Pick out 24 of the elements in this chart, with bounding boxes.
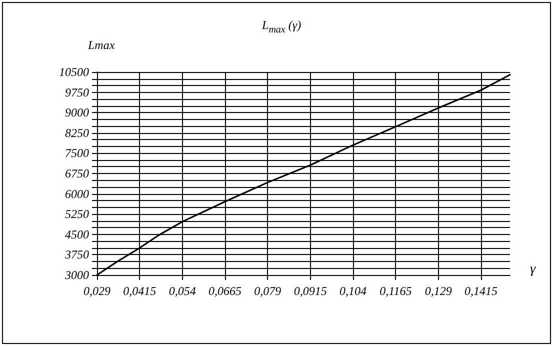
y-tick-label: 4500 [65,227,89,242]
y-tick-label: 8250 [65,126,89,140]
x-axis-title: γ [530,262,536,278]
y-tick-label: 6000 [65,186,89,201]
x-tick-label: 0,129 [424,284,452,298]
x-tick-label: 0,029 [84,284,110,298]
y-tick-label: 3000 [64,268,89,282]
y-tick-label: 6750 [65,166,89,180]
x-tick-label: 0,1415 [464,284,498,298]
y-tick-label: 9000 [65,106,89,120]
y-axis-title: Lmax [88,38,115,53]
y-tick-label: 5250 [65,207,89,222]
y-tick-label: 7500 [65,146,89,160]
x-tick-label: 0,0415 [123,284,156,298]
y-tick-label: 10500 [59,65,89,79]
chart-title: L$_{max}$ (γ) [262,18,302,36]
y-tick-label: 9750 [65,85,89,100]
y-tick-label: 3750 [64,248,89,262]
x-tick-label: 0,0915 [294,284,327,298]
x-tick-label: 0,0665 [208,284,242,298]
x-tick-label: 0,1165 [380,284,412,298]
x-tick-label: 0,079 [254,284,282,298]
x-tick-label: 0,054 [168,284,196,298]
x-tick-label: 0,104 [339,284,366,298]
